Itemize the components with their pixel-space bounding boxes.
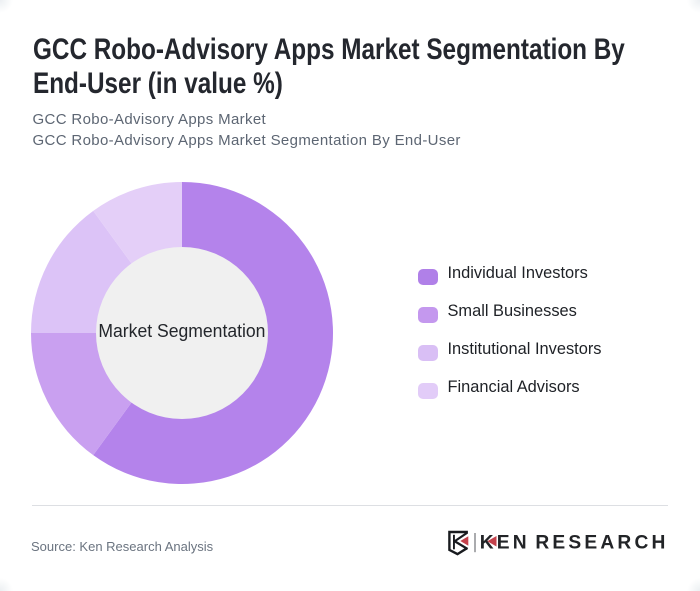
svg-text:KEN RESEARCH: KEN RESEARCH [480, 533, 669, 554]
